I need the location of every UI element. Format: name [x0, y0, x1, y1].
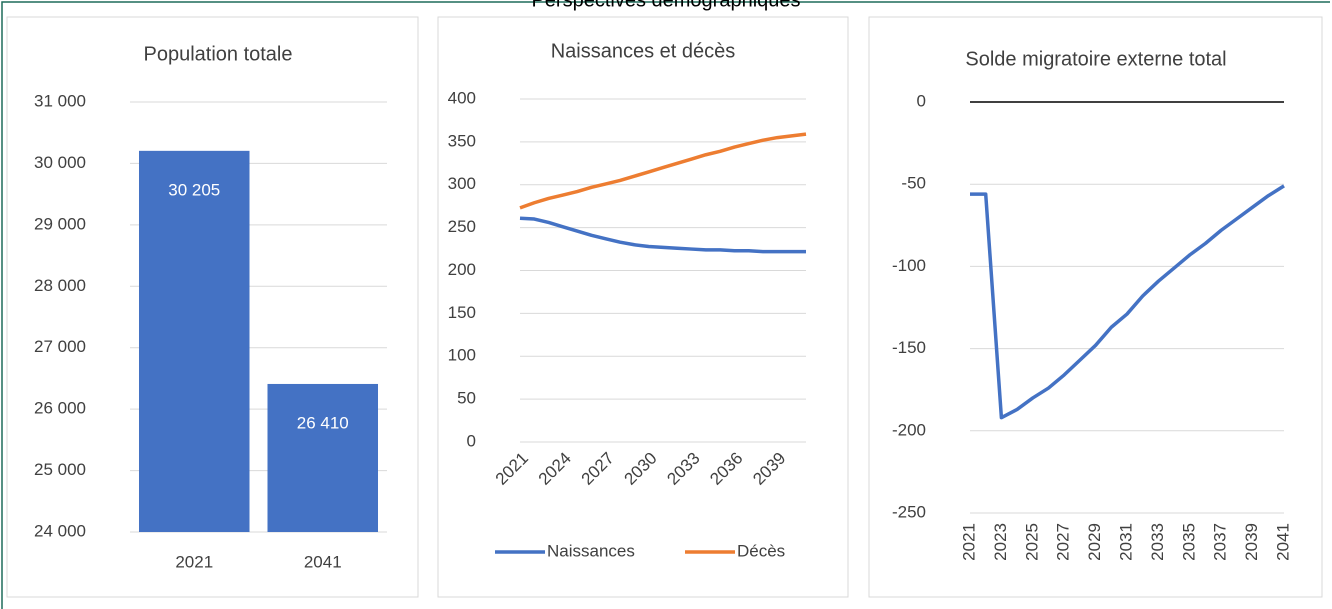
- y-tick-label: 30 000: [34, 153, 86, 172]
- y-tick-label: 100: [448, 346, 476, 365]
- y-tick-label: 300: [448, 174, 476, 193]
- y-tick-label: -150: [892, 338, 926, 357]
- y-tick-label: 350: [448, 131, 476, 150]
- y-tick-label: -200: [892, 420, 926, 439]
- x-tick-label: 2021: [959, 523, 978, 561]
- x-tick-label: 2031: [1116, 523, 1135, 561]
- panel: [437, 16, 849, 598]
- y-tick-label: 26 000: [34, 399, 86, 418]
- x-tick-label: 2033: [1148, 523, 1167, 561]
- x-tick-label: 2023: [991, 523, 1010, 561]
- line-series: [970, 184, 1285, 420]
- y-tick-label: 29 000: [34, 214, 86, 233]
- data-label: 26 410: [297, 413, 349, 432]
- legend-label: Naissances: [547, 541, 635, 560]
- y-tick-label: -250: [892, 502, 926, 521]
- figure-title: Perspectives démographiques: [531, 0, 800, 11]
- y-tick-label: -100: [892, 256, 926, 275]
- x-tick-label: 2035: [1179, 523, 1198, 561]
- y-tick-label: 24 000: [34, 521, 86, 540]
- line-series: [519, 132, 807, 210]
- x-tick-label: 2037: [1211, 523, 1230, 561]
- x-tick-label: 2025: [1022, 523, 1041, 561]
- y-tick-label: 28 000: [34, 276, 86, 295]
- y-tick-label: 250: [448, 217, 476, 236]
- chart-title: Population totale: [143, 43, 292, 65]
- line-series: [519, 216, 806, 254]
- x-tick-label: 2029: [1085, 523, 1104, 561]
- y-tick-label: 400: [448, 88, 476, 107]
- y-tick-label: 200: [448, 260, 476, 279]
- y-tick-label: 50: [457, 389, 476, 408]
- y-tick-label: 0: [917, 91, 926, 110]
- x-tick-label: 2039: [1242, 523, 1261, 561]
- y-tick-label: -50: [901, 174, 926, 193]
- panel: [868, 16, 1323, 598]
- data-label: 30 205: [168, 180, 220, 199]
- y-tick-label: 0: [467, 431, 476, 450]
- chart-title: Naissances et décès: [551, 40, 736, 62]
- chart-title: Solde migratoire externe total: [965, 48, 1226, 70]
- y-tick-label: 27 000: [34, 337, 86, 356]
- bar: [138, 150, 250, 533]
- y-tick-label: 25 000: [34, 460, 86, 479]
- x-tick-label: 2021: [175, 552, 213, 571]
- legend-label: Décès: [737, 541, 785, 560]
- y-tick-label: 150: [448, 303, 476, 322]
- bar: [267, 383, 379, 532]
- x-tick-label: 2041: [1273, 523, 1292, 561]
- x-tick-label: 2027: [1054, 523, 1073, 561]
- y-tick-label: 31 000: [34, 91, 86, 110]
- x-tick-label: 2041: [304, 552, 342, 571]
